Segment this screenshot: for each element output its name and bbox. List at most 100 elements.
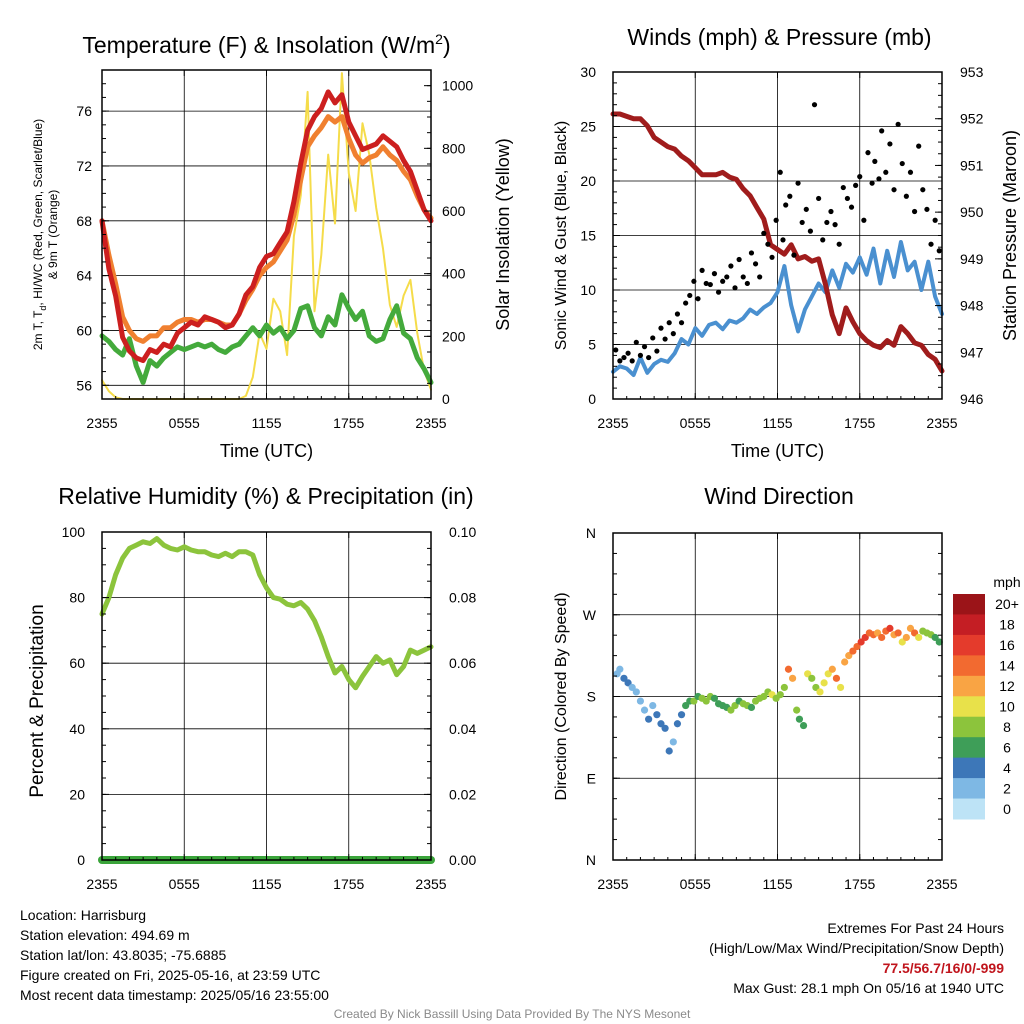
- gust-point: [853, 182, 859, 188]
- gust-point: [613, 347, 619, 353]
- gust-point: [662, 336, 668, 342]
- gust-point: [724, 274, 730, 280]
- gust-point: [641, 344, 648, 350]
- gust-point: [791, 252, 797, 258]
- direction-point: [665, 747, 673, 755]
- x-tick-label: 2355: [597, 415, 628, 431]
- gust-point: [773, 217, 779, 223]
- winds-ylabel: Sonic Wind & Gust (Blue, Black): [553, 121, 570, 350]
- direction-point: [820, 679, 828, 687]
- direction-point: [816, 688, 824, 696]
- colorbar-label: 0: [1003, 801, 1011, 817]
- x-tick-label: 1755: [333, 415, 364, 431]
- direction-point: [649, 701, 657, 710]
- y-tick-label: 76: [76, 103, 92, 119]
- y-tick-label: 0: [588, 391, 596, 407]
- gust-point: [637, 352, 644, 358]
- y-tick-label: 10: [580, 282, 596, 298]
- station-location: Location: Harrisburg: [20, 907, 147, 923]
- humidity-title: Relative Humidity (%) & Precipitation (i…: [58, 483, 473, 509]
- x-tick-label: 1155: [762, 876, 792, 892]
- gust-point: [666, 320, 672, 326]
- y2-tick-label: 948: [960, 298, 984, 314]
- gust-point: [687, 292, 693, 299]
- gust-point: [783, 202, 789, 208]
- gust-point: [757, 274, 763, 280]
- gust-point: [907, 169, 914, 175]
- y2-tick-label: 0.04: [449, 721, 476, 737]
- y-tick-label: 56: [76, 377, 92, 393]
- x-tick-label: 2355: [86, 876, 117, 892]
- y2-tick-label: 946: [960, 391, 984, 407]
- y-tick-label: 72: [76, 158, 92, 174]
- colorbar-label: 20+: [995, 596, 1019, 612]
- y2-tick-label: 949: [960, 251, 984, 267]
- gust-point: [840, 184, 846, 191]
- speed-colorbar: 20+ 18 16 14 12 10 8 6 4 2 0 mph: [953, 574, 1021, 820]
- y2-tick-label: 0.10: [449, 524, 476, 540]
- station-info: Location: Harrisburg Station elevation: …: [20, 905, 329, 1005]
- y-tick-label: 25: [580, 119, 596, 135]
- y-tick-label: 40: [69, 721, 85, 737]
- colorbar-label: 6: [1003, 739, 1011, 755]
- x-tick-label: 1755: [844, 415, 875, 431]
- y-tick-label: 5: [588, 337, 596, 353]
- gust-point: [650, 335, 656, 341]
- colorbar-swatch: [953, 655, 985, 677]
- colorbar-swatch: [953, 594, 985, 615]
- direction-point: [841, 658, 849, 666]
- gust-point: [828, 208, 834, 215]
- gust-point: [811, 102, 818, 108]
- direction-point: [836, 683, 845, 692]
- gust-point: [879, 128, 885, 134]
- gust-point: [861, 217, 867, 223]
- gust-point: [928, 241, 934, 247]
- gust-point: [678, 320, 685, 326]
- direction-tick-label: W: [583, 607, 597, 623]
- extremes-values: 77.5/56.7/16/0/-999: [882, 960, 1004, 976]
- pressure-ylabel: Station Pressure (Maroon): [1000, 130, 1020, 341]
- y-tick-label: 64: [76, 268, 92, 284]
- direction-point: [677, 711, 686, 719]
- direction-point: [653, 711, 661, 719]
- gust-point: [857, 174, 863, 180]
- y2-tick-label: 800: [442, 140, 466, 156]
- y2-tick-label: 200: [442, 328, 466, 344]
- gust-point: [646, 354, 652, 361]
- direction-point: [747, 703, 756, 712]
- gust-point: [658, 325, 664, 331]
- colorbar-swatch: [953, 778, 985, 800]
- wind-direction-ylabel: Direction (Colored By Speed): [553, 592, 570, 800]
- gust-point: [865, 150, 871, 156]
- gust-point: [691, 278, 697, 284]
- title-part: ): [443, 32, 451, 58]
- x-tick-label: 1155: [762, 415, 792, 431]
- title-part: Temperature (F) & Insolation (W/m: [82, 32, 435, 58]
- colorbar-label: 16: [999, 637, 1015, 653]
- direction-point: [636, 697, 645, 705]
- colorbar-swatch: [953, 614, 985, 636]
- gust-point: [824, 219, 830, 226]
- x-tick-label: 1155: [251, 876, 281, 892]
- gust-point: [683, 300, 689, 306]
- gust-point: [761, 230, 767, 236]
- colorbar-swatch: [953, 716, 985, 738]
- x-tick-label: 2355: [415, 415, 446, 431]
- direction-point: [661, 724, 669, 732]
- gust-point: [633, 339, 639, 345]
- colorbar-label: 12: [999, 678, 1015, 694]
- wind-speed-line: [611, 240, 944, 377]
- gust-point: [621, 354, 627, 361]
- y2-tick-label: 600: [442, 203, 466, 219]
- direction-tick-label: E: [587, 770, 596, 786]
- gust-point: [836, 241, 842, 247]
- direction-point: [632, 688, 640, 696]
- y2-tick-label: 0.00: [449, 852, 476, 868]
- direction-point: [828, 665, 836, 673]
- colorbar-swatch: [953, 675, 985, 697]
- gust-point: [911, 208, 918, 215]
- gust-point: [670, 331, 676, 337]
- station-elevation: Station elevation: 494.69 m: [20, 927, 190, 943]
- gust-point: [707, 281, 713, 288]
